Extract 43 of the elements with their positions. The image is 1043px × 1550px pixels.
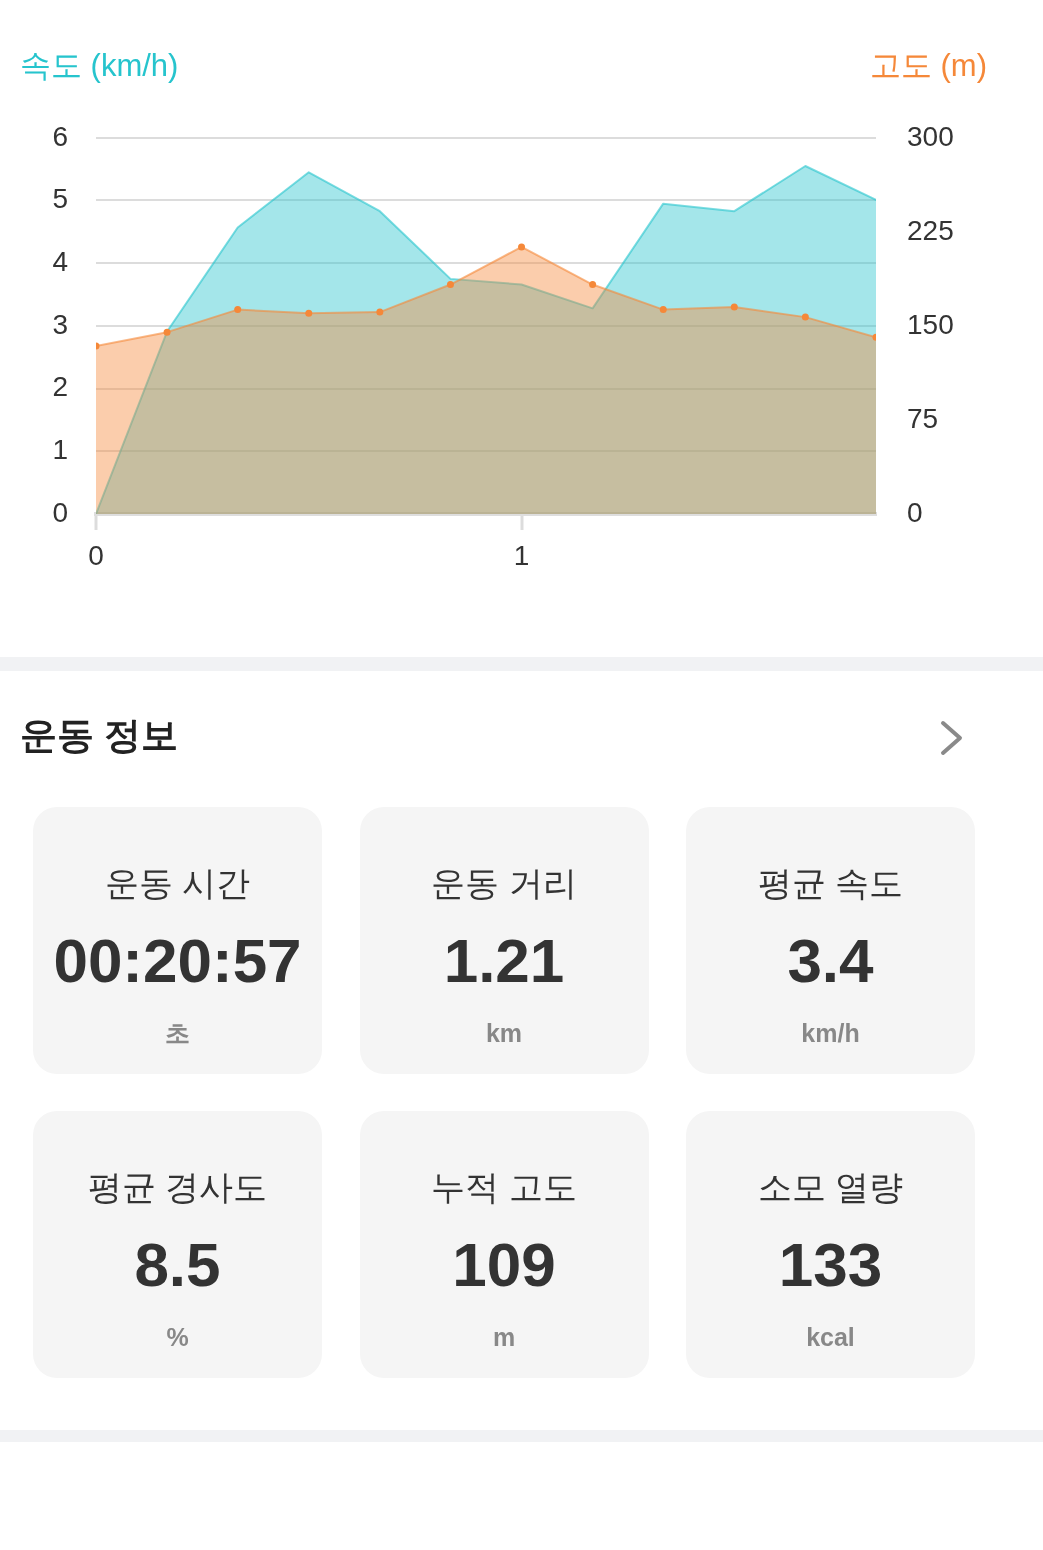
y-tick-label: 1	[52, 434, 68, 466]
category-label: 평균 속도	[756, 863, 905, 903]
text: km/h	[800, 1018, 861, 1049]
category-label: 평균 경사도	[86, 1167, 269, 1207]
category-label: 운동 거리	[430, 863, 578, 903]
text: km	[484, 1018, 524, 1049]
y-tick-label: 4	[52, 245, 68, 277]
text: m	[491, 1322, 517, 1353]
category-label: 누적 고도	[430, 1167, 578, 1207]
text: 1.21	[443, 926, 565, 995]
point	[801, 313, 809, 321]
point	[163, 328, 171, 336]
category-label: 소모 열량	[756, 1167, 905, 1207]
point	[589, 281, 597, 289]
y2-tick-label: 0	[907, 496, 923, 528]
text: kcal	[805, 1322, 856, 1353]
text: 00:20:57	[53, 926, 302, 995]
y-tick-label: 0	[52, 496, 68, 528]
point	[376, 308, 384, 316]
y-tick-label: 3	[52, 308, 68, 340]
y2-axis-title: 고도 (m)	[869, 47, 987, 85]
point	[659, 306, 667, 314]
point	[730, 303, 738, 311]
y-axis-title: 속도 (km/h)	[20, 47, 179, 85]
y2-tick-label: 150	[907, 308, 954, 340]
y2-tick-label: 300	[907, 120, 954, 152]
y2-tick-label: 225	[907, 214, 954, 246]
text: 133	[778, 1230, 883, 1299]
point	[518, 243, 526, 251]
category-label: 운동 시간	[103, 863, 252, 903]
text: 109	[452, 1230, 556, 1299]
point	[446, 281, 454, 289]
text: 3.4	[787, 926, 874, 995]
text: 초	[164, 1018, 191, 1049]
text: %	[165, 1322, 190, 1353]
point	[305, 309, 313, 317]
y-tick-label: 6	[52, 120, 68, 152]
point	[234, 306, 242, 314]
y-tick-label: 2	[52, 371, 68, 403]
y2-tick-label: 75	[907, 402, 939, 434]
text: 운동 정보	[20, 714, 179, 758]
y-tick-label: 5	[52, 183, 68, 215]
text: 8.5	[134, 1230, 221, 1299]
